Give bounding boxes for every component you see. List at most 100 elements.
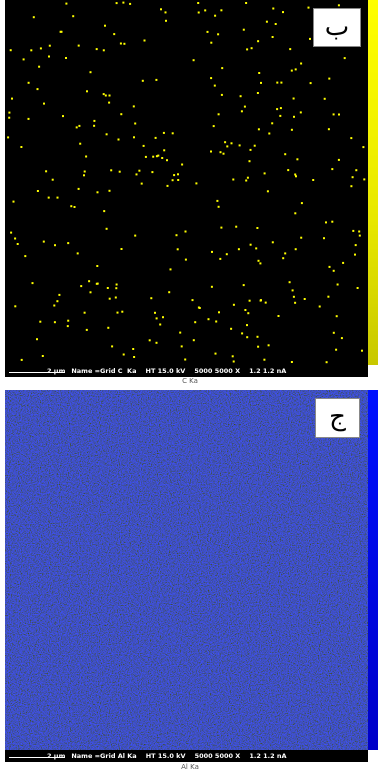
signal-dot xyxy=(40,47,42,49)
signal-dot xyxy=(352,230,354,232)
signal-dot xyxy=(36,338,38,340)
signal-dot xyxy=(255,247,257,249)
signal-dot xyxy=(43,241,45,243)
signal-dot xyxy=(104,25,106,27)
signal-dot xyxy=(300,111,302,113)
signal-dot xyxy=(272,8,274,10)
signal-dot xyxy=(257,346,259,348)
signal-dot xyxy=(359,235,361,237)
signal-dot xyxy=(194,321,196,323)
signal-dot xyxy=(241,110,243,112)
signal-dot xyxy=(39,321,41,323)
signal-dot xyxy=(336,315,338,317)
signal-dot xyxy=(276,108,278,110)
signal-dot xyxy=(233,361,235,363)
signal-dot xyxy=(335,349,337,351)
signal-dot xyxy=(163,132,165,134)
signal-dot xyxy=(134,123,136,125)
signal-dot xyxy=(97,283,99,285)
signal-dot xyxy=(163,149,165,151)
signal-dot xyxy=(292,289,294,291)
signal-dot xyxy=(185,259,187,261)
signal-dot xyxy=(279,115,281,117)
signal-dot xyxy=(185,231,187,233)
map-background xyxy=(5,0,368,365)
signal-dot xyxy=(260,82,262,84)
signal-dot xyxy=(246,48,248,50)
signal-dot xyxy=(342,262,344,264)
signal-dot xyxy=(17,243,19,245)
signal-dot xyxy=(166,159,168,161)
signal-dot xyxy=(333,113,335,115)
signal-dot xyxy=(154,312,156,314)
signal-dot xyxy=(244,309,246,311)
signal-dot xyxy=(233,304,235,306)
signal-dot xyxy=(117,312,119,314)
signal-dot xyxy=(355,169,357,171)
signal-dot xyxy=(85,156,87,158)
signal-dot xyxy=(48,197,50,199)
signal-dot xyxy=(145,156,147,158)
signal-dot xyxy=(240,95,242,97)
signal-dot xyxy=(266,21,268,23)
signal-dot xyxy=(170,268,172,270)
signal-dot xyxy=(249,160,251,162)
signal-dot xyxy=(120,113,122,115)
signal-dot xyxy=(352,176,354,178)
signal-dot xyxy=(361,350,363,352)
signal-dot xyxy=(106,133,108,135)
signal-dot xyxy=(291,70,293,72)
signal-dot xyxy=(296,158,298,160)
signal-dot xyxy=(338,114,340,116)
signal-dot xyxy=(32,282,34,284)
signal-dot xyxy=(338,4,340,6)
signal-dot xyxy=(80,285,82,287)
signal-dot xyxy=(257,40,259,42)
signal-dot xyxy=(113,33,115,35)
signal-dot xyxy=(120,43,122,45)
signal-dot xyxy=(207,31,209,33)
signal-dot xyxy=(184,359,186,361)
signal-dot xyxy=(282,11,284,13)
signal-dot xyxy=(246,324,248,326)
signal-dot xyxy=(220,227,222,229)
signal-dot xyxy=(77,252,79,254)
signal-dot xyxy=(62,115,64,117)
signal-dot xyxy=(208,318,210,320)
signal-dot xyxy=(312,179,314,181)
signal-dot xyxy=(159,324,161,326)
signal-dot xyxy=(265,302,267,304)
signal-dot xyxy=(247,312,249,314)
signal-dot xyxy=(249,300,251,302)
signal-dot xyxy=(215,353,217,355)
signal-dot xyxy=(363,178,365,180)
signal-dot xyxy=(276,82,278,84)
signal-dot xyxy=(272,36,274,38)
signal-dot xyxy=(327,296,329,298)
signal-dot xyxy=(264,172,266,174)
signal-dot xyxy=(109,298,111,300)
signal-dot xyxy=(218,206,220,208)
signal-dot xyxy=(219,258,221,260)
signal-dot xyxy=(54,244,56,246)
signal-dot xyxy=(155,79,157,81)
signal-dot xyxy=(57,197,59,199)
signal-dot xyxy=(156,342,158,344)
signal-dot xyxy=(260,299,262,301)
signal-dot xyxy=(304,298,306,300)
signal-dot xyxy=(284,252,286,254)
signal-dot xyxy=(109,190,111,192)
panel-label: ب xyxy=(313,8,361,47)
signal-dot xyxy=(243,29,245,31)
signal-dot xyxy=(218,311,220,313)
signal-dot xyxy=(37,190,39,192)
signal-dot xyxy=(223,153,225,155)
signal-dot xyxy=(86,90,88,92)
signal-dot xyxy=(88,280,90,282)
signal-dot xyxy=(295,248,297,250)
signal-dot xyxy=(144,40,146,42)
signal-dot xyxy=(60,31,62,33)
signal-dot xyxy=(122,2,124,4)
signal-dot xyxy=(294,212,296,214)
signal-dot xyxy=(244,106,246,108)
